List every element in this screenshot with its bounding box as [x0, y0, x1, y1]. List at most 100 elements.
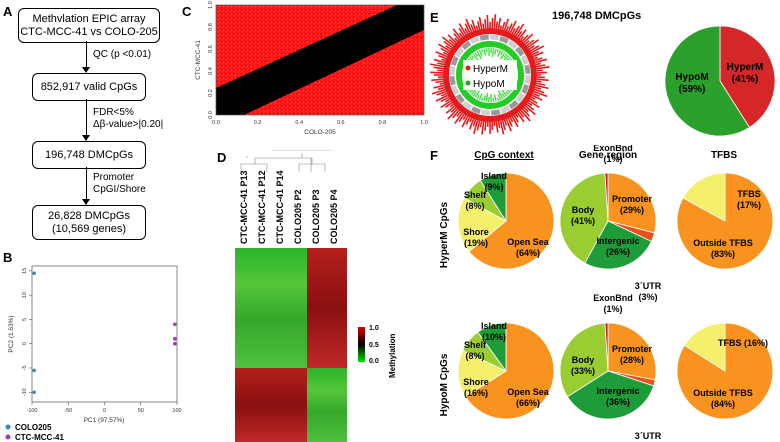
circos-plot: HyperM HypoM	[430, 14, 550, 135]
cpg-label-island: Island	[481, 171, 507, 181]
flow-step-fdr-line1: FDR<5%	[93, 107, 134, 118]
flow-arrowhead-1	[82, 67, 90, 73]
pca-y-tick-label: 5	[22, 318, 28, 321]
circos-hyper-bar	[499, 25, 503, 30]
flow-box-valid-text: 852,917 valid CpGs	[40, 80, 138, 93]
circos-hyper-bar	[532, 51, 544, 58]
flow-step-fdr-line2: Δβ-value>|0.20|	[93, 119, 164, 130]
circos-hypo-bar	[505, 91, 510, 95]
circos-hyper-bar	[456, 111, 462, 117]
heatmap-column-label: CTC-MCC-41 P13	[239, 170, 249, 244]
cpg-pie-slice	[457, 350, 507, 398]
scatter-y-tick-label: 0.2	[208, 89, 214, 97]
circos-hyper-bar	[536, 66, 550, 70]
circos-hypo-bar	[497, 90, 504, 100]
circos-hyper-bar	[475, 25, 479, 30]
circos-hyper-bar	[531, 50, 539, 56]
flow-box-genes-line1: 26,828 DMCpGs	[48, 209, 130, 222]
circos-hyper-bar	[536, 64, 546, 68]
circos-legend-hyper: HyperM	[473, 64, 508, 75]
tfbs-label-outside: (84%)	[711, 399, 735, 409]
pca-xlabel: PC1 (97.57%)	[84, 417, 125, 424]
circos-hyper-bar	[518, 29, 527, 39]
circos-hyper-bar	[534, 57, 543, 62]
flow-box-epic-line2: CTC-MCC-41 vs COLO-205	[20, 25, 158, 38]
flow-arrow-3	[86, 167, 87, 203]
circos-hyper-bar	[501, 21, 506, 30]
pca-y-tick-label: 10	[22, 292, 28, 298]
gene-pie-slice	[559, 172, 609, 264]
pca-point	[32, 390, 36, 395]
pca-point	[173, 337, 177, 341]
circos-hypo-bar	[493, 94, 497, 102]
pca-point	[32, 271, 36, 276]
circos-legend-hypo-dot	[465, 80, 471, 86]
flow-step-fdr: FDR<5% Δβ-value>|0.20|	[93, 107, 163, 131]
circos-hypo-bar	[480, 49, 484, 53]
circos-hypo-bar	[491, 48, 495, 58]
header-gene-region: Gene region	[579, 150, 637, 161]
circos-hyper-bar	[462, 114, 467, 121]
circos-chromosome-segment	[524, 74, 531, 85]
circos-hyper-bar	[449, 103, 454, 108]
circos-hyper-bar	[529, 45, 540, 52]
circos-hyper-bar	[476, 120, 481, 131]
pca-frame	[31, 265, 178, 403]
circos-chromosome-segment	[507, 39, 518, 50]
pca-point	[32, 368, 36, 373]
header-tfbs: TFBS	[711, 150, 737, 161]
circos-hyper-bar	[520, 36, 525, 41]
circos-legend-box	[463, 60, 517, 90]
circos-hyper-bar	[536, 69, 543, 72]
heatmap-block-colo-bottom	[307, 368, 347, 442]
circos-hyper-bar	[484, 121, 487, 131]
circos-hyper-bar	[509, 20, 517, 34]
circos-hypo-bar	[472, 91, 477, 97]
scatter-y-tick-label: 0.6	[208, 45, 214, 53]
legend-colo205-label: COLO205	[15, 423, 52, 432]
circos-hypo-bar	[470, 55, 475, 59]
circos-hyper-bar	[535, 84, 549, 90]
pca-points	[32, 271, 177, 395]
circos-hyper-bar	[471, 19, 477, 31]
circos-hypo-ring	[456, 41, 524, 109]
circos-hyper-bar	[430, 71, 444, 74]
circos-hyper-bar	[535, 58, 548, 64]
tfbs-pie-slice	[682, 172, 726, 222]
circos-hypo-bar	[474, 90, 481, 98]
circos-hyper-bar	[526, 39, 535, 47]
tfbs-label-outside: (83%)	[711, 249, 735, 259]
gene-label-body: Body	[572, 355, 595, 365]
scatter-x-tick-label: 1.0	[420, 120, 428, 126]
circos-hyper-bar	[445, 45, 452, 50]
gene-label-promoter: (29%)	[620, 205, 644, 215]
circos-hypo-bar	[476, 94, 480, 100]
circos-chromosome-segment	[524, 64, 531, 74]
circos-hyper-bar	[440, 92, 448, 97]
heatmap-dendrogram	[240, 150, 333, 172]
circos-hyper-bar	[431, 78, 444, 82]
methylation-color-scale	[358, 327, 365, 362]
pie-grid: Open Sea(64%)Shore(19%)Shelf(8%)Island(9…	[457, 145, 774, 441]
circos-hypo-bar	[500, 50, 504, 56]
circos-chromosome-segment	[508, 100, 519, 110]
cpg-label-island: (9%)	[484, 182, 503, 192]
circos-hypo-bar	[497, 49, 502, 57]
circos-hyper-bar	[533, 90, 548, 98]
gene-pie-slice	[607, 172, 657, 234]
circos-hyper-bar	[524, 105, 536, 116]
pie-e-label-hyper: HyperM	[727, 62, 764, 73]
circos-chromosome-segment	[449, 65, 456, 76]
scatter-frame	[215, 4, 425, 116]
scatter-ylabel: CTC-MCC-41	[195, 40, 202, 80]
cpg-pie-slice	[457, 197, 507, 253]
circos-hyper-bar	[518, 111, 525, 118]
circos-hyper-bar	[458, 27, 465, 37]
circos-hyper-bar	[495, 121, 499, 133]
circos-hyper-bar	[435, 80, 444, 84]
circos-hyper-bar	[531, 96, 536, 100]
flow-box-valid: 852,917 valid CpGs	[32, 73, 146, 101]
heatmap-column-label: COLO205 P2	[293, 189, 303, 244]
scatter-x-tick-label: 0.0	[212, 120, 220, 126]
cpg-label-shore: Shore	[463, 377, 489, 387]
